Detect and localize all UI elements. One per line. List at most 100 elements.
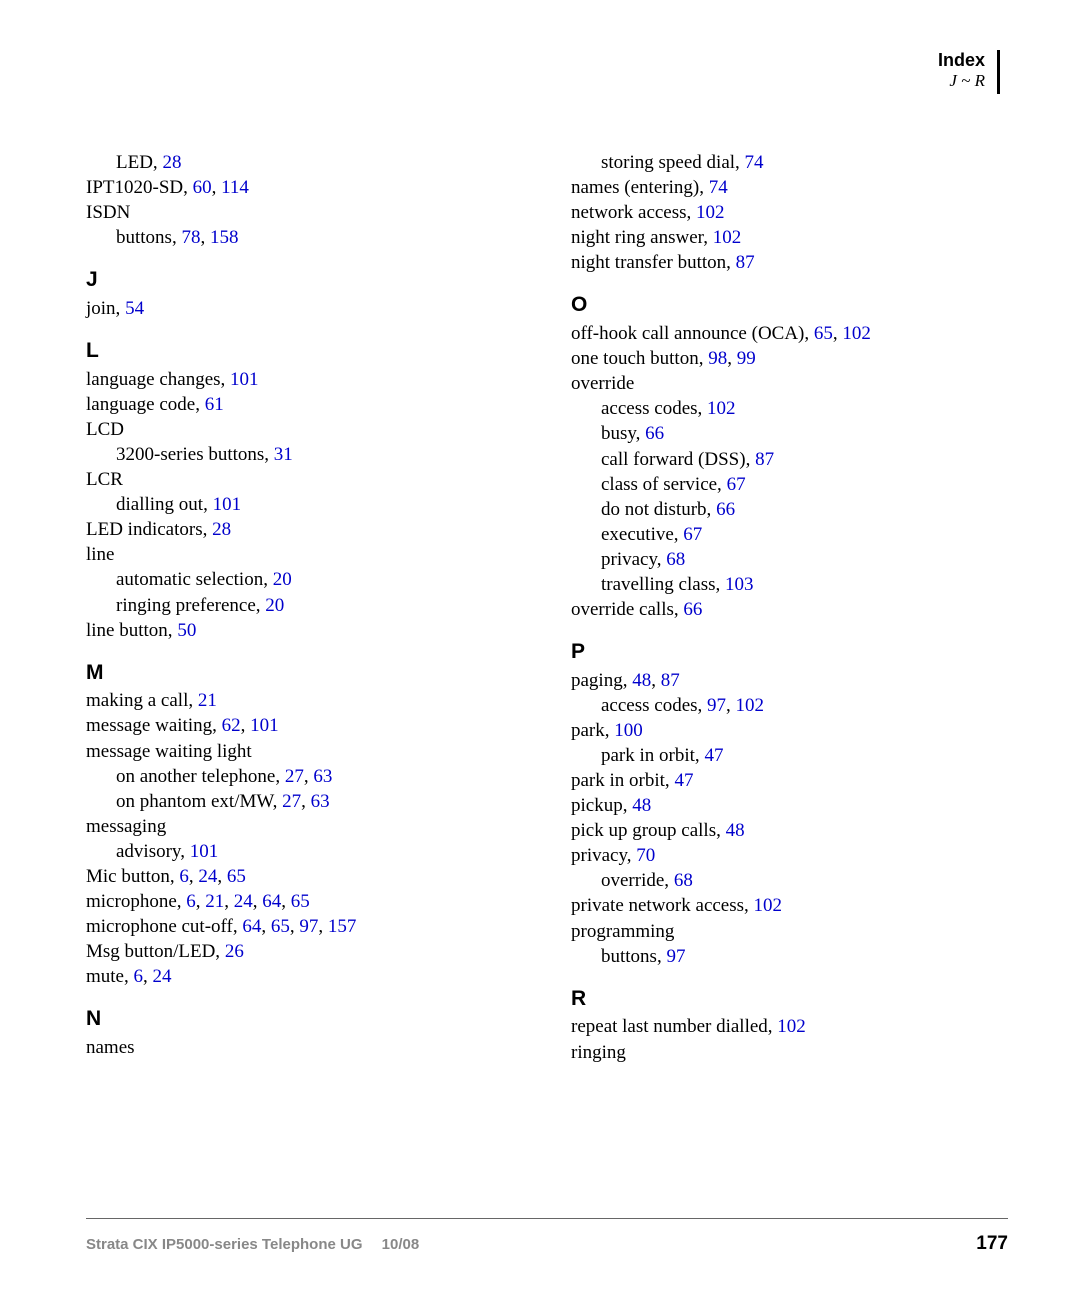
page-link[interactable]: 6 — [179, 866, 189, 887]
page-link[interactable]: 65 — [227, 866, 246, 887]
page-link[interactable]: 27 — [282, 791, 301, 812]
page-link[interactable]: 47 — [674, 770, 693, 791]
section-letter: P — [571, 638, 1008, 666]
page-link[interactable]: 66 — [716, 499, 735, 520]
page-link[interactable]: 64 — [242, 916, 261, 937]
page-link[interactable]: 31 — [274, 444, 293, 465]
page-link[interactable]: 78 — [181, 227, 200, 248]
section-letter: J — [86, 266, 523, 294]
index-entry-text: off-hook call announce (OCA), — [571, 323, 809, 344]
index-entry-text: Msg button/LED, — [86, 941, 220, 962]
page-link[interactable]: 67 — [683, 524, 702, 545]
index-entry: message waiting, 62, 101 — [86, 713, 523, 738]
page-link[interactable]: 47 — [704, 745, 723, 766]
page-link[interactable]: 102 — [713, 227, 742, 248]
page-link[interactable]: 101 — [213, 494, 242, 515]
page-link[interactable]: 26 — [225, 941, 244, 962]
page-link[interactable]: 6 — [134, 966, 144, 987]
page-link[interactable]: 28 — [162, 152, 181, 173]
page-link[interactable]: 48 — [726, 820, 745, 841]
page-link[interactable]: 74 — [745, 152, 764, 173]
index-entry: messaging — [86, 814, 523, 839]
index-entry: Msg button/LED, 26 — [86, 939, 523, 964]
page-link[interactable]: 102 — [707, 398, 736, 419]
page-link[interactable]: 20 — [265, 595, 284, 616]
section-letter: M — [86, 659, 523, 687]
page-link[interactable]: 102 — [754, 895, 783, 916]
page-link[interactable]: 114 — [221, 177, 249, 198]
page-link[interactable]: 67 — [727, 474, 746, 495]
page-link[interactable]: 157 — [328, 916, 357, 937]
page-link[interactable]: 103 — [725, 574, 754, 595]
page-link[interactable]: 65 — [291, 891, 310, 912]
page-link[interactable]: 65 — [271, 916, 290, 937]
index-entry-text: join, — [86, 298, 120, 319]
page-link[interactable]: 61 — [205, 394, 224, 415]
page-link[interactable]: 24 — [234, 891, 253, 912]
page-link[interactable]: 97 — [666, 946, 685, 967]
index-entry-text: travelling class, — [601, 574, 720, 595]
section-letter: O — [571, 291, 1008, 319]
page-link[interactable]: 60 — [193, 177, 212, 198]
page-link[interactable]: 64 — [262, 891, 281, 912]
index-entry: do not disturb, 66 — [571, 497, 1008, 522]
page-link[interactable]: 54 — [125, 298, 144, 319]
page-link[interactable]: 66 — [645, 423, 664, 444]
page-link[interactable]: 97 — [707, 695, 726, 716]
page-link[interactable]: 87 — [661, 670, 680, 691]
page-link[interactable]: 24 — [198, 866, 217, 887]
index-entry: names (entering), 74 — [571, 175, 1008, 200]
page-link[interactable]: 68 — [666, 549, 685, 570]
page-link[interactable]: 66 — [683, 599, 702, 620]
index-entry: buttons, 97 — [571, 944, 1008, 969]
page-link[interactable]: 70 — [636, 845, 655, 866]
index-entry-text: buttons, — [116, 227, 177, 248]
page-link[interactable]: 97 — [299, 916, 318, 937]
page-link[interactable]: 98 — [708, 348, 727, 369]
index-entry-text: LCD — [86, 419, 124, 440]
index-entry-text: paging, — [571, 670, 627, 691]
page-link[interactable]: 101 — [230, 369, 259, 390]
index-entry-text: one touch button, — [571, 348, 703, 369]
page-link[interactable]: 62 — [222, 715, 241, 736]
page-link[interactable]: 21 — [198, 690, 217, 711]
page-link[interactable]: 102 — [696, 202, 725, 223]
page-link[interactable]: 65 — [814, 323, 833, 344]
page-link[interactable]: 74 — [709, 177, 728, 198]
page-link[interactable]: 48 — [632, 670, 651, 691]
page-link[interactable]: 48 — [632, 795, 651, 816]
index-entry-text: privacy, — [601, 549, 662, 570]
page-link[interactable]: 102 — [777, 1016, 806, 1037]
index-entry: 3200-series buttons, 31 — [86, 442, 523, 467]
page-link[interactable]: 101 — [190, 841, 219, 862]
index-entry-text: language changes, — [86, 369, 225, 390]
index-entry: ringing preference, 20 — [86, 593, 523, 618]
page-link[interactable]: 102 — [842, 323, 871, 344]
page-link[interactable]: 28 — [212, 519, 231, 540]
index-entry-text: pick up group calls, — [571, 820, 721, 841]
page-link[interactable]: 24 — [153, 966, 172, 987]
index-entry: night transfer button, 87 — [571, 250, 1008, 275]
page-link[interactable]: 102 — [736, 695, 765, 716]
index-entry-text: making a call, — [86, 690, 193, 711]
index-entry-text: do not disturb, — [601, 499, 711, 520]
page-link[interactable]: 6 — [186, 891, 196, 912]
page-link[interactable]: 101 — [250, 715, 279, 736]
page-link[interactable]: 68 — [674, 870, 693, 891]
page-link[interactable]: 99 — [737, 348, 756, 369]
page-link[interactable]: 63 — [313, 766, 332, 787]
page-link[interactable]: 87 — [736, 252, 755, 273]
index-entry-text: language code, — [86, 394, 200, 415]
page-link[interactable]: 50 — [177, 620, 196, 641]
page-link[interactable]: 87 — [755, 449, 774, 470]
page-link[interactable]: 21 — [205, 891, 224, 912]
page-link[interactable]: 100 — [614, 720, 643, 741]
page-link[interactable]: 27 — [285, 766, 304, 787]
section-letter: N — [86, 1005, 523, 1033]
index-entry-text: class of service, — [601, 474, 722, 495]
page-link[interactable]: 63 — [311, 791, 330, 812]
page-link[interactable]: 20 — [273, 569, 292, 590]
page-link[interactable]: 158 — [210, 227, 239, 248]
index-entry-text: ISDN — [86, 202, 130, 223]
index-entry: executive, 67 — [571, 522, 1008, 547]
